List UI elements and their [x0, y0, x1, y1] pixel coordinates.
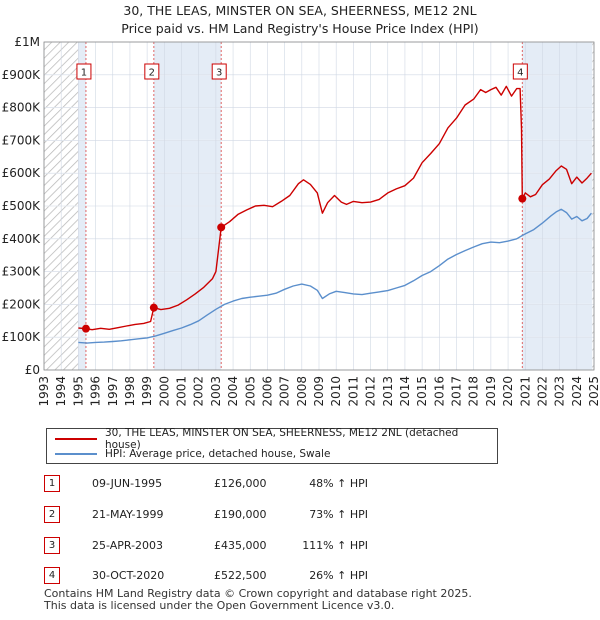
plot-frame — [43, 41, 595, 371]
x-tick-label: 2024 — [570, 376, 584, 407]
sale-hpi-change: 111% ↑ HPI — [302, 539, 368, 552]
sale-price: £190,000 — [214, 508, 267, 521]
sale-point — [81, 324, 90, 333]
x-tick-label: 1996 — [89, 376, 103, 407]
x-tick-label: 1994 — [54, 376, 68, 407]
sale-row: 3 25-APR-2003 £435,000 111% ↑ HPI — [44, 536, 464, 556]
x-tick-label: 2016 — [432, 376, 446, 407]
y-tick-label: £600K — [2, 166, 42, 180]
legend-item-property: 30, THE LEAS, MINSTER ON SEA, SHEERNESS,… — [55, 427, 497, 451]
sale-marker-box — [144, 63, 160, 80]
x-tick-label: 2008 — [295, 376, 309, 407]
x-tick-label: 2020 — [501, 376, 515, 407]
x-tick-label: 2000 — [157, 376, 171, 407]
sale-number-badge: 4 — [44, 567, 60, 584]
x-tick-label: 1999 — [140, 376, 154, 407]
x-tick-label: 2011 — [346, 376, 360, 407]
y-tick-label: £500K — [2, 199, 42, 213]
hpi-line — [78, 208, 592, 344]
x-tick-label: 2025 — [587, 376, 600, 407]
chart-subtitle: Price paid vs. HM Land Registry's House … — [121, 21, 479, 36]
x-tick-label: 2009 — [312, 376, 326, 407]
x-tick-label: 2004 — [226, 376, 240, 407]
footer-line: This data is licensed under the Open Gov… — [44, 599, 395, 612]
y-tick-label: £700K — [2, 133, 42, 147]
x-tick-label: 2018 — [467, 376, 481, 407]
sale-date: 09-JUN-1995 — [92, 477, 163, 490]
x-tick-label: 2012 — [364, 376, 378, 407]
sale-number-badge: 2 — [44, 506, 60, 523]
y-tick-label: £900K — [2, 68, 42, 82]
x-tick-label: 2005 — [243, 376, 257, 407]
legend-item-hpi: HPI: Average price, detached house, Swal… — [55, 447, 330, 461]
x-tick-label: 2006 — [260, 376, 274, 407]
sale-number-badge: 1 — [44, 475, 60, 492]
sale-point — [518, 194, 527, 203]
x-tick-label: 2019 — [484, 376, 498, 407]
y-tick-label: £800K — [2, 101, 42, 115]
y-tick-label: £300K — [2, 265, 42, 279]
sale-date: 25-APR-2003 — [92, 539, 164, 552]
sale-number-badge: 3 — [44, 537, 60, 554]
footer-line: Contains HM Land Registry data © Crown c… — [44, 587, 472, 600]
x-tick-label: 2001 — [175, 376, 189, 407]
y-tick-label: £400K — [2, 232, 42, 246]
sale-price: £435,000 — [214, 539, 267, 552]
legend-swatch-property — [55, 438, 97, 440]
sale-point — [217, 223, 226, 232]
sale-marker-box — [512, 63, 528, 80]
sale-marker-label: 3 — [216, 68, 222, 79]
sale-price: £522,500 — [214, 569, 267, 582]
footer: Contains HM Land Registry data © Crown c… — [44, 588, 472, 612]
chart-title: 30, THE LEAS, MINSTER ON SEA, SHEERNESS,… — [0, 2, 600, 38]
legend-label-hpi: HPI: Average price, detached house, Swal… — [105, 448, 331, 460]
sale-row: 1 09-JUN-1995 £126,000 48% ↑ HPI — [44, 474, 464, 494]
x-tick-label: 1998 — [123, 376, 137, 407]
sale-marker-label: 1 — [81, 68, 87, 79]
sale-date: 30-OCT-2020 — [92, 569, 165, 582]
y-tick-label: £0 — [25, 363, 40, 377]
legend-label-property: 30, THE LEAS, MINSTER ON SEA, SHEERNESS,… — [104, 427, 459, 451]
sale-hpi-change: 26% ↑ HPI — [309, 569, 368, 582]
x-tick-label: 2003 — [209, 376, 223, 407]
x-tick-label: 2014 — [398, 376, 412, 407]
x-tick-label: 2015 — [415, 376, 429, 407]
x-tick-label: 2022 — [535, 376, 549, 407]
x-tick-label: 2013 — [381, 376, 395, 407]
x-tick-label: 2007 — [278, 376, 292, 407]
x-tick-label: 2017 — [450, 376, 464, 407]
x-tick-label: 2023 — [553, 376, 567, 407]
chart-title-line: 30, THE LEAS, MINSTER ON SEA, SHEERNESS,… — [123, 3, 477, 18]
sale-price: £126,000 — [214, 477, 267, 490]
x-tick-label: 2010 — [329, 376, 343, 407]
y-tick-label: £200K — [2, 297, 42, 311]
y-tick-label: £100K — [2, 330, 42, 344]
sale-marker-label: 2 — [149, 68, 155, 79]
legend: 30, THE LEAS, MINSTER ON SEA, SHEERNESS,… — [46, 427, 498, 464]
x-tick-label: 2002 — [192, 376, 206, 407]
sale-marker-box — [76, 63, 92, 80]
x-tick-label: 1995 — [71, 376, 85, 407]
x-tick-label: 2021 — [518, 376, 532, 407]
price-chart: 1 2 3 4 £0 £100K £200K £300K £400K £500K £600K £70… — [2, 35, 600, 407]
sale-date: 21-MAY-1999 — [92, 508, 164, 521]
y-tick-label: £1M — [14, 35, 40, 49]
x-tick-label: 1997 — [106, 376, 120, 407]
sale-marker-label: 4 — [517, 68, 523, 79]
sale-hpi-change: 48% ↑ HPI — [309, 477, 368, 490]
sale-row: 4 30-OCT-2020 £522,500 26% ↑ HPI — [44, 566, 464, 586]
x-tick-label: 1993 — [37, 376, 51, 407]
sale-marker-box — [211, 63, 227, 80]
legend-swatch-hpi — [55, 453, 97, 455]
sale-hpi-change: 73% ↑ HPI — [309, 508, 368, 521]
sale-row: 2 21-MAY-1999 £190,000 73% ↑ HPI — [44, 505, 464, 525]
sale-point — [149, 303, 158, 312]
